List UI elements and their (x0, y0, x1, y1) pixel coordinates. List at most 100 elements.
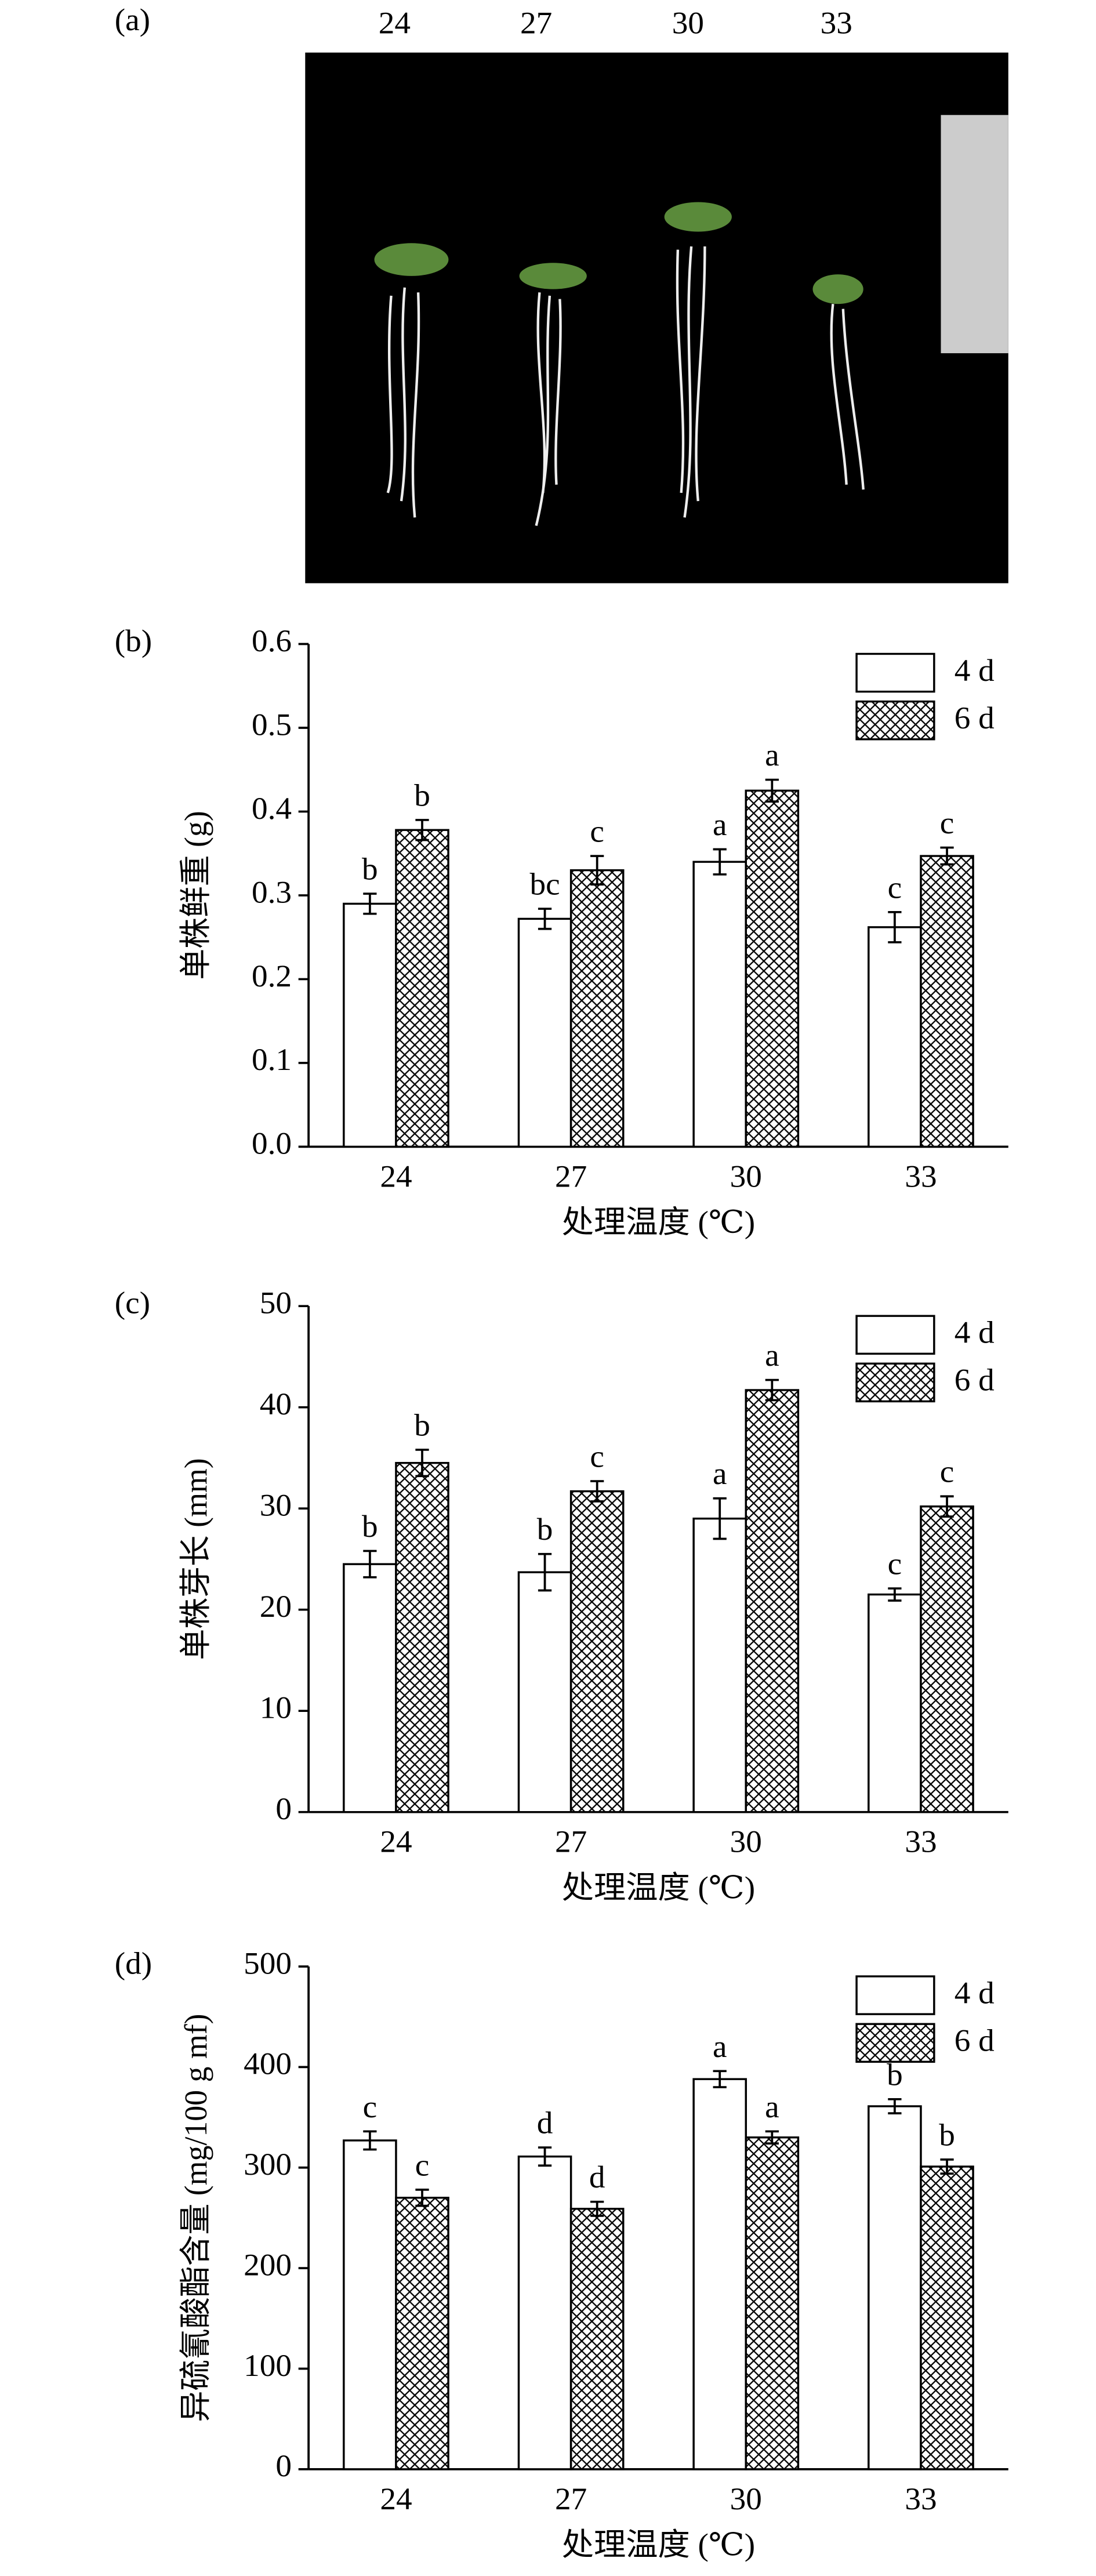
error-bar (713, 1497, 727, 1540)
significance-letter: a (765, 1338, 779, 1373)
bar (868, 2105, 922, 2470)
y-tick-label: 10 (260, 1690, 292, 1725)
y-tick-label: 20 (260, 1589, 292, 1624)
bar (868, 926, 922, 1148)
error-bar (538, 908, 552, 930)
bar (517, 917, 572, 1148)
error-bar (415, 819, 429, 841)
y-tick-label: 0.1 (252, 1042, 292, 1077)
y-tick-label: 0.6 (252, 623, 292, 658)
ruler (941, 115, 1008, 354)
significance-letter: c (415, 2147, 430, 2182)
legend-label: 4 d (955, 1315, 995, 1349)
photo-label: 33 (821, 5, 852, 40)
significance-letter: b (362, 851, 378, 886)
bar (745, 789, 800, 1148)
significance-letter: b (414, 1407, 430, 1442)
significance-letter: b (414, 778, 430, 812)
legend-label: 6 d (955, 2023, 995, 2058)
error-bar (415, 2189, 429, 2207)
y-tick-label: 500 (244, 1946, 292, 1980)
legend-label: 4 d (955, 652, 995, 687)
error-bar (765, 1378, 779, 1402)
x-tick-label: 24 (380, 2481, 412, 2516)
y-tick-label: 0.2 (252, 958, 292, 993)
bar (692, 1517, 747, 1813)
significance-letter: a (713, 807, 727, 842)
y-tick-label: 0.0 (252, 1126, 292, 1160)
x-tick-label: 30 (730, 1824, 762, 1859)
bar (692, 861, 747, 1148)
x-axis-label: 处理温度 (℃) (562, 1204, 755, 1239)
panel-label: (d) (115, 1946, 152, 1980)
significance-letter: a (765, 2089, 779, 2124)
significance-letter: bc (529, 866, 560, 901)
error-bar (713, 848, 727, 876)
bar (692, 2078, 747, 2470)
significance-letter: d (589, 2160, 605, 2194)
photo (305, 52, 1008, 583)
legend-swatch (855, 1975, 935, 2015)
x-tick-label: 27 (555, 1824, 587, 1859)
significance-letter: b (362, 1509, 378, 1544)
y-tick-label: 0 (275, 2448, 292, 2483)
significance-letter: c (590, 814, 604, 848)
bar (343, 1563, 397, 1813)
significance-letter: a (765, 738, 779, 772)
bar (395, 1461, 449, 1813)
error-bar (363, 892, 377, 915)
significance-letter: c (590, 1439, 604, 1474)
y-axis-label: 单株芽长 (mm) (177, 1458, 213, 1660)
x-tick-label: 33 (905, 1159, 937, 1193)
legend-label: 6 d (955, 701, 995, 735)
y-tick-label: 30 (260, 1487, 292, 1522)
bar (343, 2139, 397, 2470)
bar (569, 2208, 625, 2470)
bar (920, 1505, 974, 1813)
legend-label: 4 d (955, 1975, 995, 2010)
error-bar (940, 846, 954, 866)
error-bar (363, 1550, 377, 1579)
significance-letter: c (363, 2089, 378, 2124)
error-bar (940, 2158, 954, 2175)
legend-swatch (855, 2023, 935, 2063)
error-bar (590, 1480, 604, 1503)
error-bar (765, 2130, 779, 2145)
y-tick-label: 300 (244, 2147, 292, 2182)
x-axis-label: 处理温度 (℃) (562, 2527, 755, 2562)
error-bar (363, 2130, 377, 2151)
bar (569, 1490, 625, 1813)
legend-swatch (855, 1315, 935, 1355)
panel-label: (b) (115, 623, 152, 658)
error-bar (590, 855, 604, 886)
error-bar (713, 2070, 727, 2088)
bar (745, 2136, 800, 2470)
x-tick-label: 33 (905, 1824, 937, 1859)
bar (920, 855, 974, 1148)
photo-label: 27 (520, 5, 552, 40)
legend-swatch (855, 652, 935, 693)
x-tick-label: 30 (730, 1159, 762, 1193)
significance-letter: c (888, 870, 902, 905)
y-tick-label: 200 (244, 2247, 292, 2282)
x-tick-label: 27 (555, 2481, 587, 2516)
y-tick-label: 50 (260, 1285, 292, 1320)
y-tick-label: 0.3 (252, 875, 292, 909)
leaves (374, 202, 863, 304)
photo-label: 30 (672, 5, 704, 40)
error-bar (590, 2200, 604, 2217)
bar (395, 2197, 449, 2470)
x-tick-label: 27 (555, 1159, 587, 1193)
significance-letter: d (537, 2105, 553, 2140)
legend-label: 6 d (955, 1362, 995, 1397)
legend-swatch (855, 1362, 935, 1403)
significance-letter: a (713, 2029, 727, 2063)
y-axis-label: 单株鲜重 (g) (177, 811, 213, 979)
error-bar (940, 1495, 954, 1518)
y-axis-label: 异硫氰酸酯含量 (mg/100 g mf) (177, 2013, 213, 2422)
bar (343, 902, 397, 1148)
legend-swatch (855, 700, 935, 741)
significance-letter: c (940, 806, 955, 840)
significance-letter: b (939, 2117, 955, 2152)
